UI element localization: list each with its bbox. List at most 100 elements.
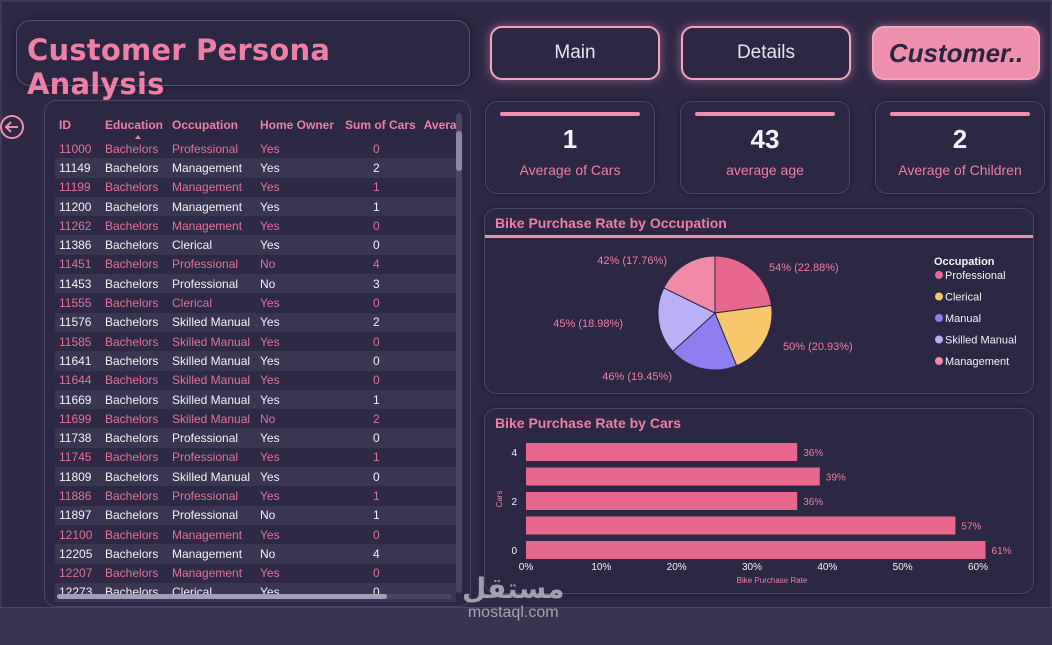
table-row[interactable]: 11200 Bachelors Management Yes 1 (55, 196, 456, 217)
bar-cars-0[interactable] (526, 541, 986, 559)
nav-details-button[interactable]: Details (681, 26, 851, 80)
cell-id: 11555 (55, 293, 101, 313)
cell-education: Bachelors (101, 524, 168, 545)
cell-occupation: Professional (168, 139, 256, 159)
bar-cars-3[interactable] (526, 467, 820, 486)
table-row[interactable]: 11699 Bachelors Skilled Manual No 2 (55, 409, 456, 429)
pie-slice-clerical[interactable] (714, 304, 773, 367)
pie-data-label: 54% (22.88%) (769, 262, 839, 274)
table-row[interactable]: 12205 Bachelors Management No 4 (55, 544, 456, 564)
col-header-occupation[interactable]: Occupation (172, 118, 239, 132)
col-header-average[interactable]: Averag (423, 118, 456, 132)
bar-cars-4[interactable] (526, 443, 798, 461)
cell-average (419, 370, 456, 390)
col-header-sum-of-cars[interactable]: Sum of Cars (345, 118, 416, 132)
legend-item[interactable]: Manual (945, 313, 981, 325)
cell-average (419, 293, 456, 313)
cell-education: Bachelors (101, 505, 168, 525)
table-row[interactable]: 11585 Bachelors Skilled Manual Yes 0 (55, 331, 456, 352)
x-tick-label: 10% (591, 562, 611, 573)
legend-item[interactable]: Professional (945, 270, 1006, 282)
horizontal-scrollbar-thumb[interactable] (57, 594, 387, 599)
table-row[interactable]: 11555 Bachelors Clerical Yes 0 (55, 293, 456, 313)
cell-education: Bachelors (101, 582, 168, 603)
cell-average (419, 505, 456, 525)
cell-occupation: Professional (168, 254, 256, 275)
table-row[interactable]: 11386 Bachelors Clerical Yes 0 (55, 235, 456, 255)
cell-sum-of-cars: 0 (341, 216, 420, 236)
pie-slice-manual[interactable] (672, 312, 738, 371)
cell-home-owner: No (256, 505, 341, 525)
table-row[interactable]: 11453 Bachelors Professional No 3 (55, 274, 456, 294)
watermark: مستقل mostaql.com (462, 574, 564, 622)
cell-home-owner: Yes (256, 158, 341, 178)
table-row[interactable]: 11576 Bachelors Skilled Manual Yes 2 (55, 312, 456, 332)
cell-education: Bachelors (101, 370, 168, 390)
table-row[interactable]: 11809 Bachelors Skilled Manual Yes 0 (55, 467, 456, 487)
table-row[interactable]: 11262 Bachelors Management Yes 0 (55, 216, 456, 236)
col-header-home-owner[interactable]: Home Owner (260, 118, 335, 132)
table-row[interactable]: 11641 Bachelors Skilled Manual Yes 0 (55, 351, 456, 371)
cell-id: 11200 (55, 196, 101, 217)
bar-data-label: 57% (961, 522, 981, 533)
cell-occupation: Management (168, 563, 256, 583)
x-tick-label: 50% (893, 562, 913, 573)
table-row[interactable]: 11000 Bachelors Professional Yes 0 (55, 139, 456, 159)
cell-id: 11386 (55, 235, 101, 255)
table-row[interactable]: 11199 Bachelors Management Yes 1 (55, 177, 456, 197)
title-box: Customer Persona Analysis (16, 20, 470, 101)
cell-sum-of-cars: 0 (341, 524, 420, 545)
cell-sum-of-cars: 1 (341, 505, 420, 525)
chart-title: Bike Purchase Rate by Occupation (495, 215, 727, 231)
table-row[interactable]: 11644 Bachelors Skilled Manual Yes 0 (55, 370, 456, 390)
cell-home-owner: Yes (256, 428, 341, 448)
x-tick-label: 30% (742, 562, 762, 573)
table-row[interactable]: 11738 Bachelors Professional Yes 0 (55, 428, 456, 448)
bottom-bar (0, 607, 1052, 645)
table-row[interactable]: 11886 Bachelors Professional Yes 1 (55, 486, 456, 506)
cell-average (419, 139, 456, 159)
table-row[interactable]: 11745 Bachelors Professional Yes 1 (55, 447, 456, 468)
vertical-scrollbar-track[interactable] (456, 113, 462, 593)
pie-slice-management[interactable] (663, 255, 716, 314)
cell-occupation: Skilled Manual (168, 312, 256, 332)
x-tick-label: 0% (519, 562, 534, 573)
bar-data-label: 61% (992, 546, 1012, 557)
cell-id: 12273 (55, 582, 101, 603)
col-header-id[interactable]: ID (59, 118, 71, 132)
col-header-education[interactable]: Education (101, 111, 168, 139)
back-arrow-icon[interactable] (0, 114, 26, 140)
cell-occupation: Professional (168, 274, 256, 294)
legend-item[interactable]: Management (945, 356, 1009, 368)
table-row[interactable]: 11669 Bachelors Skilled Manual Yes 1 (55, 389, 456, 410)
cell-occupation: Skilled Manual (168, 370, 256, 390)
cell-id: 11585 (55, 331, 101, 352)
pie-slice-skilled-manual[interactable] (657, 287, 716, 353)
pie-slice-professional[interactable] (714, 255, 773, 314)
customer-table: ID Education Occupation Home Owner Sum o… (55, 111, 456, 603)
kpi-label: average age (726, 162, 804, 178)
cell-home-owner: Yes (256, 177, 341, 197)
table-row[interactable]: 12207 Bachelors Management Yes 0 (55, 563, 456, 583)
cell-education: Bachelors (101, 139, 168, 159)
table-row[interactable]: 11897 Bachelors Professional No 1 (55, 505, 456, 525)
table-row[interactable]: 12100 Bachelors Management Yes 0 (55, 524, 456, 545)
cell-sum-of-cars: 0 (341, 139, 420, 159)
legend-item[interactable]: Clerical (945, 292, 982, 304)
cell-sum-of-cars: 0 (341, 351, 420, 371)
cell-home-owner: Yes (256, 582, 341, 603)
cell-average (419, 409, 456, 429)
nav-customer-button[interactable]: Customer.. (872, 26, 1040, 80)
vertical-scrollbar-thumb[interactable] (456, 131, 462, 171)
bar-cars-2[interactable] (526, 492, 798, 510)
cell-occupation: Clerical (168, 293, 256, 313)
y-tick-label: 4 (511, 448, 517, 459)
cell-id: 11199 (55, 177, 101, 197)
table-row[interactable]: 11451 Bachelors Professional No 4 (55, 254, 456, 275)
legend-item[interactable]: Skilled Manual (945, 335, 1017, 347)
bar-cars-1[interactable] (526, 516, 956, 535)
table-row[interactable]: 12273 Bachelors Clerical Yes 0 (55, 582, 456, 603)
table-row[interactable]: 11149 Bachelors Management Yes 2 (55, 158, 456, 178)
nav-main-button[interactable]: Main (490, 26, 660, 80)
cell-occupation: Skilled Manual (168, 409, 256, 429)
